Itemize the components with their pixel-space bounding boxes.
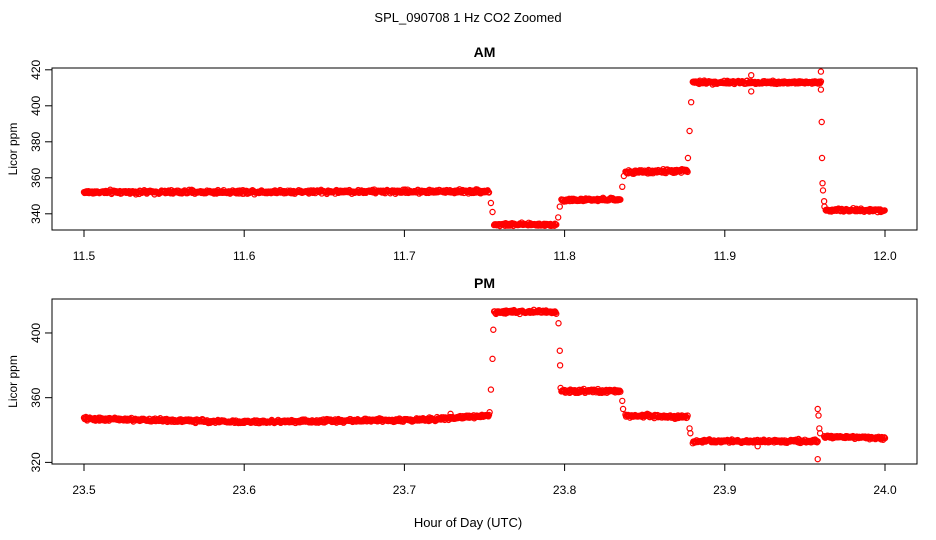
am-transition-point — [687, 98, 695, 106]
pm-data-point — [617, 388, 624, 395]
pm-transition-point — [556, 362, 564, 369]
am-y-axis-label: Licor ppm — [6, 123, 20, 176]
am-x-tick-label: 12.0 — [873, 249, 897, 263]
am-y-tick-label: 340 — [29, 203, 43, 223]
pm-data-point — [553, 310, 560, 317]
pm-data-point — [485, 411, 493, 419]
pm-transition-point — [754, 443, 761, 450]
am-data-point — [817, 78, 825, 85]
pm-y-tick-label: 400 — [29, 323, 43, 343]
pm-transition-point — [814, 405, 821, 413]
pm-y-axis-label: Licor ppm — [6, 355, 20, 408]
am-panel-title: AM — [474, 44, 496, 60]
pm-transition-point — [555, 320, 562, 327]
pm-transition-point — [556, 347, 563, 354]
x-axis-label: Hour of Day (UTC) — [414, 515, 522, 530]
am-transition-point — [819, 179, 826, 187]
am-transition-point — [820, 197, 828, 205]
pm-panel-title: PM — [474, 275, 495, 291]
pm-x-tick-label: 23.7 — [393, 483, 417, 497]
pm-y-tick-label: 320 — [29, 452, 43, 472]
pm-x-tick-label: 23.8 — [553, 483, 577, 497]
pm-data-point — [814, 438, 821, 445]
am-transition-point — [817, 86, 825, 93]
figure-title: SPL_090708 1 Hz CO2 Zoomed — [374, 10, 561, 25]
am-x-tick-label: 11.9 — [714, 249, 737, 263]
pm-transition-point — [687, 430, 694, 437]
am-plot-frame — [51, 67, 918, 231]
am-transition-point — [684, 154, 692, 162]
am-transition-point — [489, 208, 496, 216]
pm-transition-point — [814, 455, 821, 463]
pm-panel: PM Licor ppm 23.5 23.6 23.7 23.8 23.9 24.0 320 36… — [6, 275, 918, 497]
pm-transition-point — [816, 430, 824, 437]
am-y-tick-label: 400 — [29, 95, 43, 115]
pm-data-points — [80, 306, 889, 463]
pm-transition-point — [557, 384, 564, 392]
pm-transition-point — [815, 412, 822, 419]
am-x-tick-label: 11.8 — [553, 249, 576, 263]
pm-x-tick-label: 23.9 — [713, 483, 737, 497]
pm-plot-frame — [51, 298, 918, 465]
pm-transition-point — [619, 405, 627, 413]
am-panel: AM Licor ppm 11.5 11.6 11.7 11.8 11.9 12.0 340 36… — [6, 44, 918, 263]
am-transition-point — [748, 88, 755, 95]
am-data-point — [485, 189, 493, 196]
pm-transition-point — [487, 386, 495, 393]
am-x-tick-label: 11.7 — [393, 249, 416, 263]
am-data-points — [80, 68, 888, 230]
am-transition-point — [620, 172, 628, 180]
pm-transition-point — [489, 355, 496, 363]
pm-x-tick-label: 23.6 — [233, 483, 257, 497]
am-transition-point — [487, 199, 495, 207]
am-transition-point — [686, 127, 693, 135]
pm-transition-point — [490, 326, 497, 333]
am-transition-point — [817, 68, 825, 75]
am-transition-point — [748, 71, 755, 79]
am-transition-point — [818, 154, 826, 162]
pm-x-tick-label: 24.0 — [873, 483, 897, 497]
am-transition-point — [821, 203, 828, 210]
pm-transition-point — [447, 410, 454, 418]
am-transition-point — [554, 214, 562, 221]
am-data-point — [684, 168, 691, 176]
am-x-tick-label: 11.6 — [233, 249, 256, 263]
am-data-point — [881, 207, 888, 214]
pm-x-tick-label: 23.5 — [72, 483, 96, 497]
am-transition-point — [619, 183, 626, 190]
am-data-point — [617, 196, 624, 203]
pm-data-point — [684, 412, 691, 419]
am-y-tick-label: 420 — [29, 59, 43, 79]
pm-transition-point — [619, 397, 626, 405]
am-transition-point — [556, 203, 563, 210]
am-data-point — [553, 221, 560, 228]
pm-data-point — [881, 434, 889, 442]
am-transition-point — [818, 118, 825, 126]
am-y-tick-label: 360 — [29, 167, 43, 187]
pm-transition-point — [486, 409, 493, 416]
am-y-tick-label: 380 — [29, 131, 43, 151]
pm-y-tick-label: 360 — [29, 387, 43, 407]
am-x-tick-label: 11.5 — [73, 249, 96, 263]
am-transition-point — [819, 187, 827, 194]
